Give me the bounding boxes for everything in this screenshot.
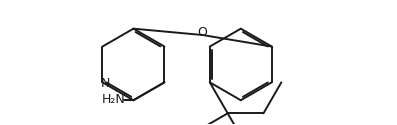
Text: N: N xyxy=(101,78,110,90)
Text: O: O xyxy=(198,26,208,39)
Text: H₂N: H₂N xyxy=(102,93,126,106)
